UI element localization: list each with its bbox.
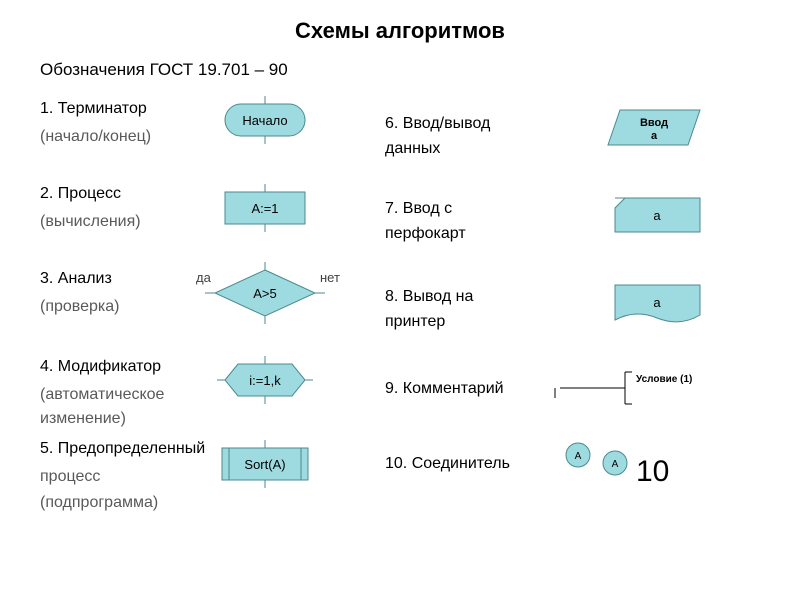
comment-shape: Условие (1) (555, 372, 692, 404)
shapes-svg: Начало A:=1 A>5 i:=1,k Sort(A) (0, 0, 800, 600)
comment-label: Условие (1) (636, 374, 692, 385)
page-number: 10 (636, 455, 669, 489)
decision-shape: A>5 (205, 262, 325, 324)
predef-label: Sort(A) (244, 457, 285, 472)
connector-shape: A A (566, 443, 627, 475)
decision-label: A>5 (253, 286, 277, 301)
loop-shape: i:=1,k (217, 356, 313, 404)
svg-text:A: A (575, 451, 582, 462)
printer-label: a (653, 295, 661, 310)
punchcard-label: a (653, 208, 661, 223)
printer-shape: a (615, 285, 700, 322)
svg-text:A: A (612, 459, 619, 470)
process-shape: A:=1 (225, 184, 305, 232)
predef-shape: Sort(A) (222, 440, 308, 488)
io-shape: Ввод a (608, 110, 700, 145)
decision-yes-label: да (196, 270, 211, 285)
process-label: A:=1 (251, 201, 278, 216)
terminator-label: Начало (242, 113, 287, 128)
loop-label: i:=1,k (249, 373, 281, 388)
svg-text:a: a (651, 130, 658, 142)
decision-no-label: нет (320, 270, 340, 285)
punchcard-shape: a (615, 198, 700, 232)
terminator-shape: Начало (225, 96, 305, 144)
svg-text:Ввод: Ввод (640, 117, 668, 129)
